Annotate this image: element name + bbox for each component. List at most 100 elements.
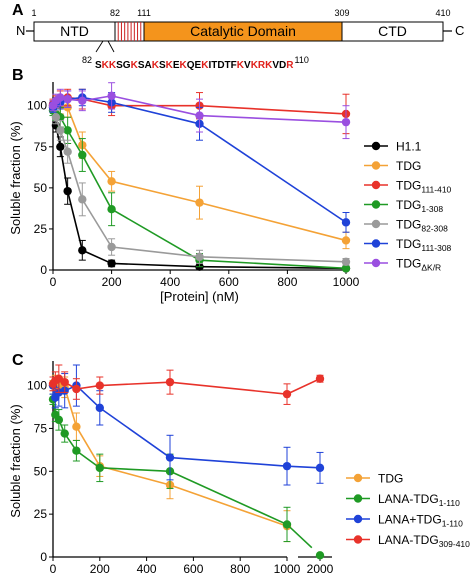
y-tick-label-75: 75 xyxy=(34,140,48,154)
legend-name: H1.1 xyxy=(396,140,422,154)
y-tick-label-25: 25 xyxy=(34,222,48,236)
data-point xyxy=(282,461,292,471)
data-point xyxy=(51,113,61,122)
position-label-1: 1 xyxy=(31,8,36,18)
data-point xyxy=(341,236,351,245)
legend-name: TDG xyxy=(396,257,421,271)
sequence-segment: R xyxy=(286,60,294,71)
series-line-segment xyxy=(111,262,200,268)
x-tick-label-800: 800 xyxy=(277,275,297,289)
series-line-segment xyxy=(199,123,347,224)
series-line-segment xyxy=(75,426,101,467)
x-tick-label-1000: 1000 xyxy=(274,562,301,576)
series-line-segment xyxy=(169,484,288,527)
data-point xyxy=(341,218,351,227)
x-tick-label-1000: 1000 xyxy=(333,275,360,289)
sequence-segment: KK xyxy=(102,60,117,71)
sequence-segment: KRK xyxy=(251,60,273,71)
data-point xyxy=(107,259,116,268)
position-label-410: 410 xyxy=(435,8,450,18)
data-point xyxy=(72,422,81,431)
legend-label-lana-tdg-1-110: LANA-TDG1-110 xyxy=(378,492,460,508)
series-line-segment xyxy=(199,259,347,270)
y-axis-label: Soluble fraction (%) xyxy=(8,121,23,234)
data-point xyxy=(315,463,325,473)
series-line-segment xyxy=(99,407,171,459)
data-point xyxy=(195,111,204,120)
series-line-segment xyxy=(99,381,171,387)
series-line-segment xyxy=(111,208,200,261)
series-lana-tdg-1-110 xyxy=(48,393,325,560)
data-point xyxy=(78,96,87,105)
series-line-segment xyxy=(111,180,200,204)
data-point xyxy=(72,384,81,394)
series-lana-tdg-1-110 xyxy=(48,364,325,486)
sequence-segment: S xyxy=(159,60,166,71)
data-point xyxy=(315,374,325,383)
legend-subscript: 1-308 xyxy=(421,204,443,214)
series-line-segment xyxy=(66,151,84,200)
sequence-callout-right xyxy=(107,40,115,53)
legend-label-tdg-82-308: TDG82-308 xyxy=(396,218,448,234)
legend-marker xyxy=(371,258,381,268)
chart-b-legend: H1.1TDGTDG111-410TDG1-308TDG82-308TDG111… xyxy=(364,140,452,273)
sequence-segment: K xyxy=(131,60,139,71)
series-line-segment xyxy=(286,523,321,556)
series-line-segment xyxy=(199,256,347,263)
data-point xyxy=(95,463,105,473)
x-tick-label-600: 600 xyxy=(219,275,239,289)
data-point xyxy=(341,117,351,127)
x-tick-label-400: 400 xyxy=(160,275,180,289)
sequence-segment: QE xyxy=(187,60,202,71)
data-point xyxy=(54,415,64,425)
legend-subscript: 1-110 xyxy=(439,498,460,508)
series-line-segment xyxy=(99,465,171,486)
sequence-text: SKKSGKSAKSKEKQEKITDTFKVKRKVDR xyxy=(95,60,294,71)
series-line-segment xyxy=(82,96,112,104)
x-tick-label-200: 200 xyxy=(102,275,122,289)
data-point xyxy=(63,147,72,156)
data-point xyxy=(315,551,325,560)
legend-label-tdg-111-410: TDG111-410 xyxy=(396,179,452,195)
x-tick-label-200: 200 xyxy=(90,562,110,576)
data-point xyxy=(78,195,87,204)
legend-marker xyxy=(371,219,381,229)
legend-name: TDG xyxy=(396,159,421,173)
domain-bars: NTD Catalytic Domain CTD xyxy=(33,21,444,42)
sequence-segment: VD xyxy=(272,60,286,71)
series-line-segment xyxy=(199,201,347,242)
sequence-callout-left xyxy=(95,40,104,53)
series-line-segment xyxy=(286,377,321,395)
panel-a-label: A xyxy=(12,2,24,19)
legend-subscript: 1-110 xyxy=(442,519,463,529)
sequence-end-label: 110 xyxy=(295,55,309,65)
legend-marker xyxy=(371,161,381,170)
legend-label-lana-tdg-1-110: LANA+TDG1-110 xyxy=(378,513,463,529)
series-line-segment xyxy=(111,95,200,117)
data-point xyxy=(195,198,204,207)
series-line-segment xyxy=(66,129,83,156)
data-point xyxy=(107,205,116,214)
series-tdg-k-r xyxy=(48,82,351,140)
data-point xyxy=(107,91,116,101)
sequence-segment: ITDTF xyxy=(208,60,236,71)
series-line-segment xyxy=(286,465,321,469)
data-point xyxy=(195,252,204,262)
data-point xyxy=(56,126,65,135)
panel-a-domain-map: A N C NTD Catalytic Domain CTD 1 82 111 309 41… xyxy=(12,2,464,71)
series-line-segment xyxy=(199,265,347,270)
sequence-segment: V xyxy=(244,60,251,71)
panel-b-label: B xyxy=(12,67,24,84)
series-line-segment xyxy=(99,467,171,473)
y-tick-label-50: 50 xyxy=(34,464,48,478)
legend-label-tdg-1-308: TDG1-308 xyxy=(396,198,443,214)
domain-ntd-label: NTD xyxy=(60,23,89,39)
series-line-segment xyxy=(81,249,112,265)
legend-name: LANA-TDG xyxy=(378,492,439,506)
legend-name: TDG xyxy=(396,218,421,232)
y-tick-label-50: 50 xyxy=(34,181,48,195)
y-tick-label-75: 75 xyxy=(34,421,48,435)
